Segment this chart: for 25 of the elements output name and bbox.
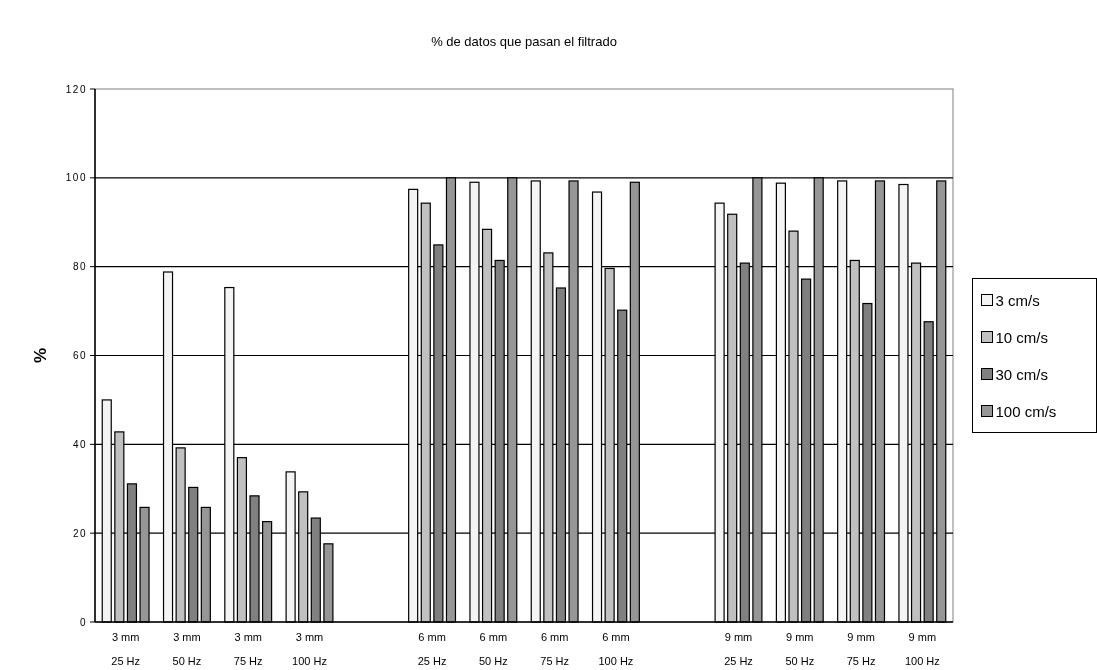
y-tick-label: 80 [72, 261, 87, 273]
x-tick-label: 6 mm 25 Hz [417, 631, 447, 667]
x-tick-label: 6 mm 50 Hz [478, 631, 508, 667]
x-tick-label: 3 mm 25 Hz [111, 631, 141, 667]
x-tick-label: 3 mm 50 Hz [172, 631, 202, 667]
x-tick-label: 9 mm 100 Hz [904, 631, 940, 667]
y-tick-label: 0 [79, 616, 87, 628]
x-tick-label: 9 mm 25 Hz [724, 631, 753, 667]
x-tick-label: 6 mm 75 Hz [540, 631, 570, 667]
chart-title: % de datos que pasan el filtrado [431, 34, 617, 49]
legend-label: 100 cm/s [995, 402, 1057, 420]
y-tick-label: 40 [72, 438, 87, 450]
y-tick-label: 120 [65, 83, 87, 95]
x-tick-label: 6 mm 100 Hz [598, 631, 634, 667]
y-axis-title: % [31, 347, 50, 364]
legend-label: 30 cm/s [995, 365, 1049, 383]
y-tick-label: 20 [72, 527, 87, 539]
y-tick-label: 60 [72, 350, 87, 361]
legend-label: 3 cm/s [995, 291, 1040, 309]
x-tick-label: 9 mm 50 Hz [785, 631, 815, 667]
y-tick-label: 100 [65, 172, 87, 184]
x-tick-label: 3 mm 75 Hz [233, 631, 263, 667]
x-tick-label: 9 mm 75 Hz [846, 631, 876, 667]
x-tick-label: 3 mm 100 Hz [292, 631, 327, 667]
legend-label: 10 cm/s [995, 328, 1049, 346]
